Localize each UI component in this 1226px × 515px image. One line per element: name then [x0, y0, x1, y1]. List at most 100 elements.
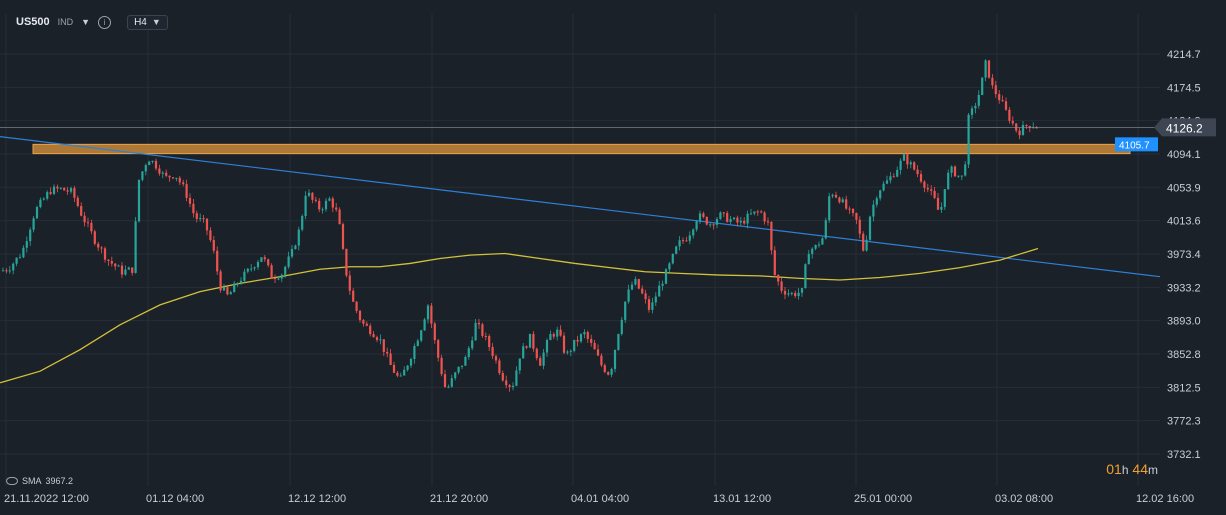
candle-up [671, 253, 674, 265]
candle-up [977, 90, 980, 109]
candle-up [297, 226, 300, 251]
candle-body [562, 335, 566, 353]
timeframe-selector[interactable]: H4 ▼ [127, 14, 168, 30]
candle-up [610, 367, 613, 378]
candle-body [199, 218, 202, 220]
candle-down [341, 222, 345, 251]
candle-body [712, 224, 715, 226]
candle-body [420, 330, 423, 341]
candle-body [219, 271, 222, 291]
candle-body [947, 172, 950, 190]
candle-body [855, 212, 858, 220]
candle-body [522, 346, 525, 359]
indicator-legend[interactable]: SMA 3967.2 [6, 476, 73, 486]
candle-body [256, 261, 260, 268]
candle-up [454, 371, 457, 381]
candle-body [168, 175, 171, 178]
candle-up [304, 191, 307, 220]
candle-body [450, 378, 453, 387]
candle-body [375, 337, 379, 341]
candle-body [613, 349, 617, 369]
candle-up [651, 297, 654, 314]
candle-down [712, 223, 715, 230]
candle-body [1035, 126, 1038, 129]
candle-body [1, 270, 5, 272]
candle-up [124, 265, 127, 276]
info-icon[interactable]: i [98, 15, 112, 29]
chevron-down-icon[interactable]: ▼ [81, 17, 91, 27]
candle-body [1018, 130, 1021, 136]
candle-down [1004, 97, 1008, 111]
candle-down [760, 210, 763, 214]
candle-body [290, 248, 294, 257]
candle-body [345, 248, 348, 276]
candle-down [392, 361, 396, 374]
eye-icon[interactable] [6, 477, 18, 485]
indicator-value: 3967.2 [45, 476, 74, 486]
candle-body [270, 265, 273, 279]
candle-up [301, 214, 304, 232]
candle-up [52, 184, 56, 196]
candle-body [22, 247, 25, 258]
candle-up [260, 257, 263, 263]
candle-body [559, 329, 562, 336]
candle-body [127, 267, 130, 270]
candle-down [777, 274, 780, 286]
candle-body [335, 207, 338, 210]
candle-body [943, 189, 946, 208]
resistance-zone[interactable] [32, 143, 1131, 155]
candle-body [263, 257, 266, 260]
candle-down [375, 335, 379, 343]
symbol-name[interactable]: US500 [16, 16, 50, 28]
x-tick-label: 03.02 08:00 [995, 493, 1053, 505]
candle-body [8, 270, 11, 272]
candle-down [644, 289, 647, 304]
candle-up [250, 264, 253, 272]
candle-down [525, 345, 528, 350]
candle-body [923, 181, 926, 188]
candle-body [872, 204, 875, 217]
candle-up [426, 304, 430, 324]
candle-body [807, 253, 810, 265]
candle-up [957, 175, 960, 178]
candle-body [137, 179, 141, 222]
candle-up [821, 236, 824, 245]
candle-body [488, 336, 491, 348]
candle-body [331, 198, 334, 208]
candle-down [862, 231, 865, 252]
candle-up [967, 113, 970, 169]
candle-body [777, 275, 780, 282]
candle-up [719, 211, 722, 220]
y-axis: 4214.74174.54134.34094.14053.94013.63973… [1167, 49, 1201, 461]
candle-body [144, 165, 147, 172]
candle-body [362, 320, 365, 324]
trendline[interactable] [0, 136, 1161, 278]
candle-body [617, 334, 620, 350]
candle-countdown: 01h 44m [1106, 461, 1158, 477]
candle-up [746, 210, 749, 229]
candle-body [974, 105, 977, 109]
candle-body [372, 334, 375, 338]
candle-body [154, 160, 158, 169]
candle-up [797, 288, 800, 300]
candle-body [848, 208, 851, 210]
candle-body [396, 372, 399, 376]
candle-body [743, 220, 746, 224]
candle-body [671, 253, 674, 264]
candle-body [229, 292, 232, 295]
candle-body [314, 199, 317, 201]
trendline-segment [0, 136, 1161, 278]
candle-down [913, 161, 916, 171]
current-price-tag-bg [1154, 118, 1216, 137]
candle-body [739, 220, 742, 223]
candle-body [161, 172, 164, 174]
candle-body [15, 257, 18, 264]
candle-down [647, 295, 651, 313]
candle-down [484, 332, 487, 341]
candle-up [403, 366, 406, 376]
sma-line [0, 247, 1039, 384]
candle-down [114, 263, 117, 271]
candle-down [273, 274, 277, 284]
candle-body [260, 257, 263, 262]
